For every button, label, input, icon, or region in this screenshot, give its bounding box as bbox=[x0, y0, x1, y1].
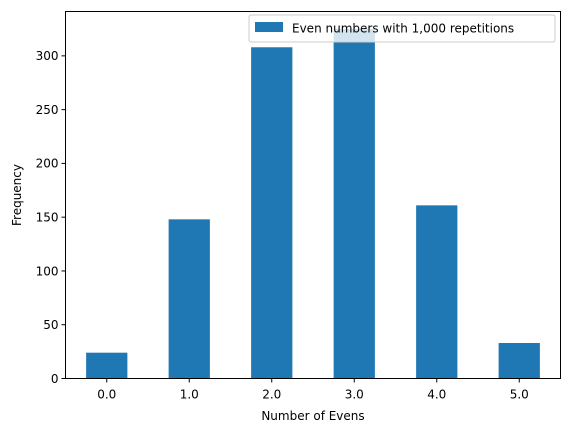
x-tick-label-3: 3.0 bbox=[345, 388, 364, 402]
y-tick-label-1: 50 bbox=[43, 318, 58, 332]
bar-2 bbox=[251, 47, 293, 379]
x-axis-label: Number of Evens bbox=[261, 409, 364, 423]
bar-4 bbox=[416, 205, 458, 379]
bar-0 bbox=[86, 352, 128, 379]
bar-5 bbox=[498, 343, 540, 379]
x-tick-label-5: 5.0 bbox=[510, 388, 529, 402]
y-tick-label-4: 200 bbox=[36, 157, 59, 171]
x-tick-label-1: 1.0 bbox=[180, 388, 199, 402]
legend: Even numbers with 1,000 repetitions bbox=[248, 14, 556, 43]
bar-3 bbox=[333, 28, 375, 379]
y-tick-label-0: 0 bbox=[51, 372, 59, 386]
x-axis-ticks: 0.0 1.0 2.0 3.0 4.0 5.0 bbox=[97, 378, 529, 402]
x-tick-label-4: 4.0 bbox=[427, 388, 446, 402]
y-axis-ticks: 0 50 100 150 200 250 300 bbox=[36, 49, 66, 386]
y-tick-label-2: 100 bbox=[36, 264, 59, 278]
plot-frame bbox=[65, 11, 561, 379]
y-axis-label: Frequency bbox=[10, 164, 24, 226]
bar-1 bbox=[168, 219, 210, 379]
x-tick-label-0: 0.0 bbox=[97, 388, 116, 402]
legend-swatch bbox=[255, 22, 283, 32]
bars bbox=[86, 28, 540, 379]
y-tick-label-6: 300 bbox=[36, 49, 59, 63]
legend-box bbox=[248, 14, 556, 43]
y-tick-label-3: 150 bbox=[36, 210, 59, 224]
legend-label: Even numbers with 1,000 repetitions bbox=[292, 22, 514, 36]
y-tick-label-5: 250 bbox=[36, 103, 59, 117]
x-tick-label-2: 2.0 bbox=[262, 388, 281, 402]
